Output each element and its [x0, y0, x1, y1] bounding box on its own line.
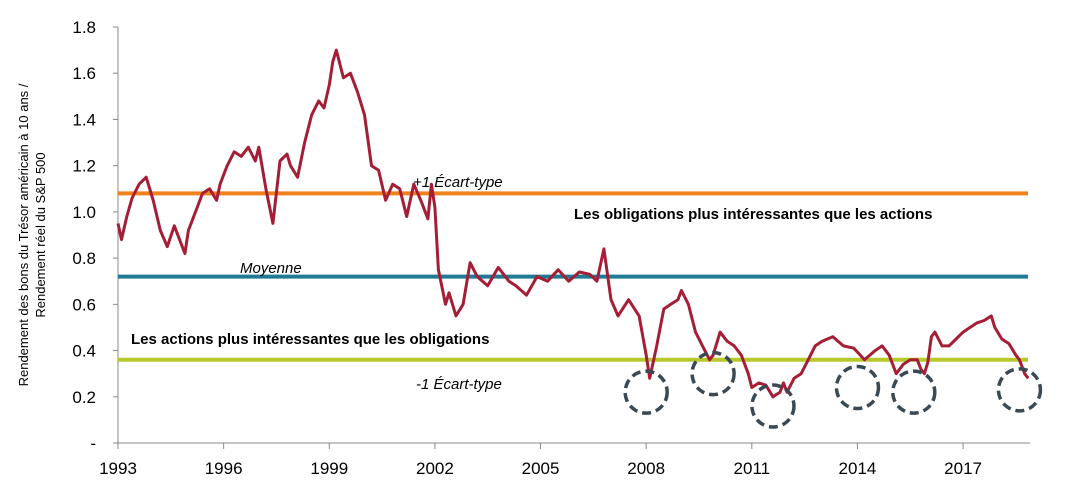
x-tick-label: 2008 — [627, 459, 665, 478]
y-axis-label-line-1: Rendement des bons du Trésor américain à… — [16, 83, 31, 386]
x-tick-label: 2017 — [944, 459, 982, 478]
annotation-stocks-attractive: Les actions plus intéressantes que les o… — [131, 331, 489, 348]
y-tick-label: 1.6 — [72, 64, 96, 83]
x-tick-label: 1993 — [99, 459, 137, 478]
annotation-bonds-attractive: Les obligations plus intéressantes que l… — [574, 206, 932, 223]
x-tick-label: 1996 — [205, 459, 243, 478]
y-tick-label: 0.6 — [72, 295, 96, 314]
y-axis-label: Rendement des bons du Trésor américain à… — [16, 83, 48, 386]
highlight-circle — [623, 369, 669, 415]
series-line — [116, 48, 1030, 399]
y-ticks: - 0.2 0.4 0.6 0.8 1.0 1.2 1.4 1.6 1.8 — [72, 18, 118, 453]
y-axis-label-line-2: Rendement réel du S&P 500 — [33, 152, 48, 317]
axes — [117, 27, 1030, 444]
x-tick-label: 2002 — [416, 459, 454, 478]
highlight-circle — [750, 383, 796, 429]
highlight-circle — [996, 367, 1043, 413]
highlight-circle — [834, 364, 881, 411]
y-tick-label: 1.8 — [72, 18, 96, 37]
x-tick-label: 2005 — [522, 459, 560, 478]
highlight-circle — [690, 350, 736, 397]
x-tick-label: 2011 — [734, 459, 771, 478]
x-tick-label: 1999 — [310, 459, 348, 478]
y-tick-label: 0.2 — [72, 388, 96, 407]
y-tick-label: 1.4 — [72, 110, 96, 129]
highlight-circles — [623, 350, 1043, 429]
annotation-mean: Moyenne — [240, 260, 302, 277]
highlight-circle — [891, 369, 937, 415]
y-tick-label: 0.4 — [72, 342, 96, 361]
y-tick-label: 1.0 — [72, 203, 96, 222]
y-tick-label: 1.2 — [72, 157, 96, 176]
y-tick-label: - — [90, 434, 96, 453]
annotations: +1 Écart-type Les obligations plus intér… — [131, 174, 932, 393]
x-tick-label: 2014 — [839, 459, 877, 478]
annotation-plus-one-sd: +1 Écart-type — [413, 174, 503, 191]
x-ticks: 1993 1996 1999 2002 2005 2008 2011 2014 2017 — [99, 443, 982, 478]
y-tick-label: 0.8 — [72, 249, 96, 268]
series-group — [116, 48, 1030, 399]
annotation-minus-one-sd: -1 Écart-type — [416, 376, 502, 393]
